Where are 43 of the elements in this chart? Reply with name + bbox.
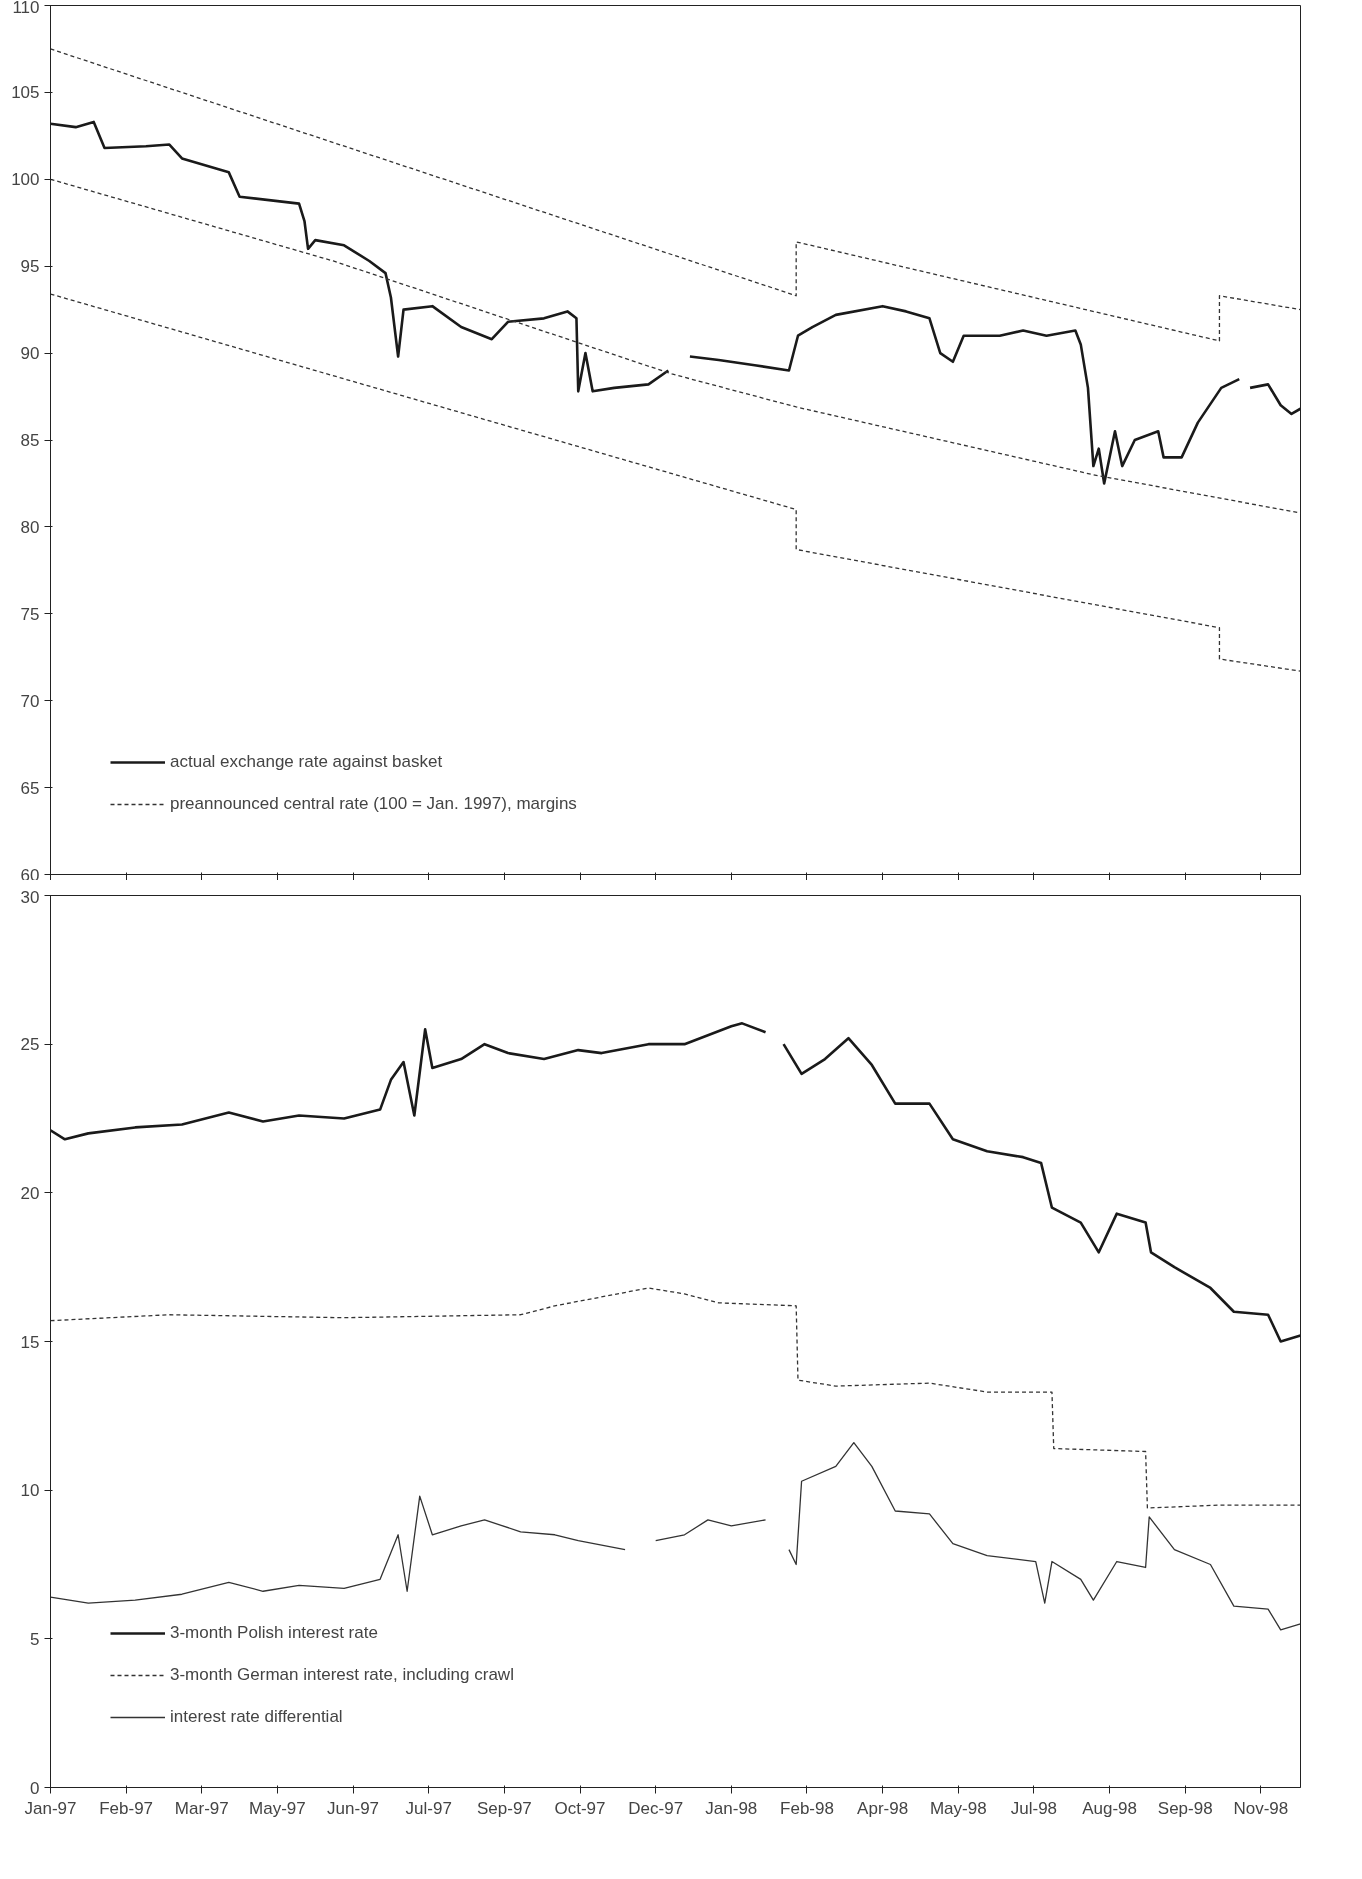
y-tick-label: 110 — [12, 0, 40, 17]
y-tick-label: 70 — [20, 691, 40, 711]
x-tick-label: Jan-98 — [705, 1798, 758, 1818]
y-tick-label: 25 — [20, 1035, 40, 1055]
x-tick-label: May-97 — [249, 1798, 306, 1818]
legend-label: 3-month Polish interest rate — [170, 1623, 378, 1643]
x-tick-label: Sep-98 — [1157, 1798, 1213, 1818]
y-tick-label: 20 — [20, 1183, 40, 1203]
x-tick-label: Aug-98 — [1082, 1798, 1137, 1818]
x-tick-label: May-98 — [929, 1798, 987, 1818]
x-tick-label: Jan-97 — [24, 1798, 77, 1818]
x-tick-label: Mar-97 — [174, 1798, 229, 1818]
line-series — [50, 48, 1301, 342]
line-series — [50, 293, 1301, 672]
y-tick-label: 15 — [20, 1332, 40, 1352]
x-tick-label: Dec-97 — [628, 1798, 684, 1818]
y-tick-label: 105 — [11, 83, 40, 103]
x-tick-label: Feb-98 — [780, 1798, 834, 1818]
legend-label: actual exchange rate against basket — [170, 752, 443, 772]
x-tick-label: Nov-98 — [1233, 1798, 1289, 1818]
x-tick-label: Sep-97 — [476, 1798, 532, 1818]
y-tick-label: 75 — [20, 604, 40, 624]
y-tick-label: 95 — [20, 257, 40, 277]
y-tick-label: 65 — [20, 778, 40, 798]
y-tick-label: 90 — [20, 344, 40, 364]
x-tick-label: Feb-97 — [99, 1798, 154, 1818]
y-tick-label: 60 — [20, 865, 40, 885]
y-tick-label: 5 — [30, 1629, 40, 1649]
x-tick-label: Apr-98 — [857, 1798, 909, 1818]
legend-label: interest rate differential — [170, 1707, 343, 1727]
x-tick-label: Jul-98 — [1010, 1798, 1058, 1818]
line-series — [50, 1287, 1301, 1509]
y-tick-label: 80 — [20, 517, 40, 537]
y-tick-label: 85 — [20, 431, 40, 450]
y-tick-label: 0 — [30, 1778, 40, 1798]
legend-label: preannounced central rate (100 = Jan. 1997), margins — [170, 794, 577, 814]
x-tick-label: Oct-97 — [554, 1798, 606, 1818]
y-tick-label: 100 — [11, 170, 40, 190]
legend-label: 3-month German interest rate, including crawl — [170, 1665, 514, 1685]
y-tick-label: 10 — [20, 1481, 40, 1501]
x-tick-label: Jul-97 — [405, 1798, 452, 1818]
y-tick-label: 30 — [20, 887, 40, 907]
x-tick-label: Jun-97 — [327, 1798, 380, 1818]
